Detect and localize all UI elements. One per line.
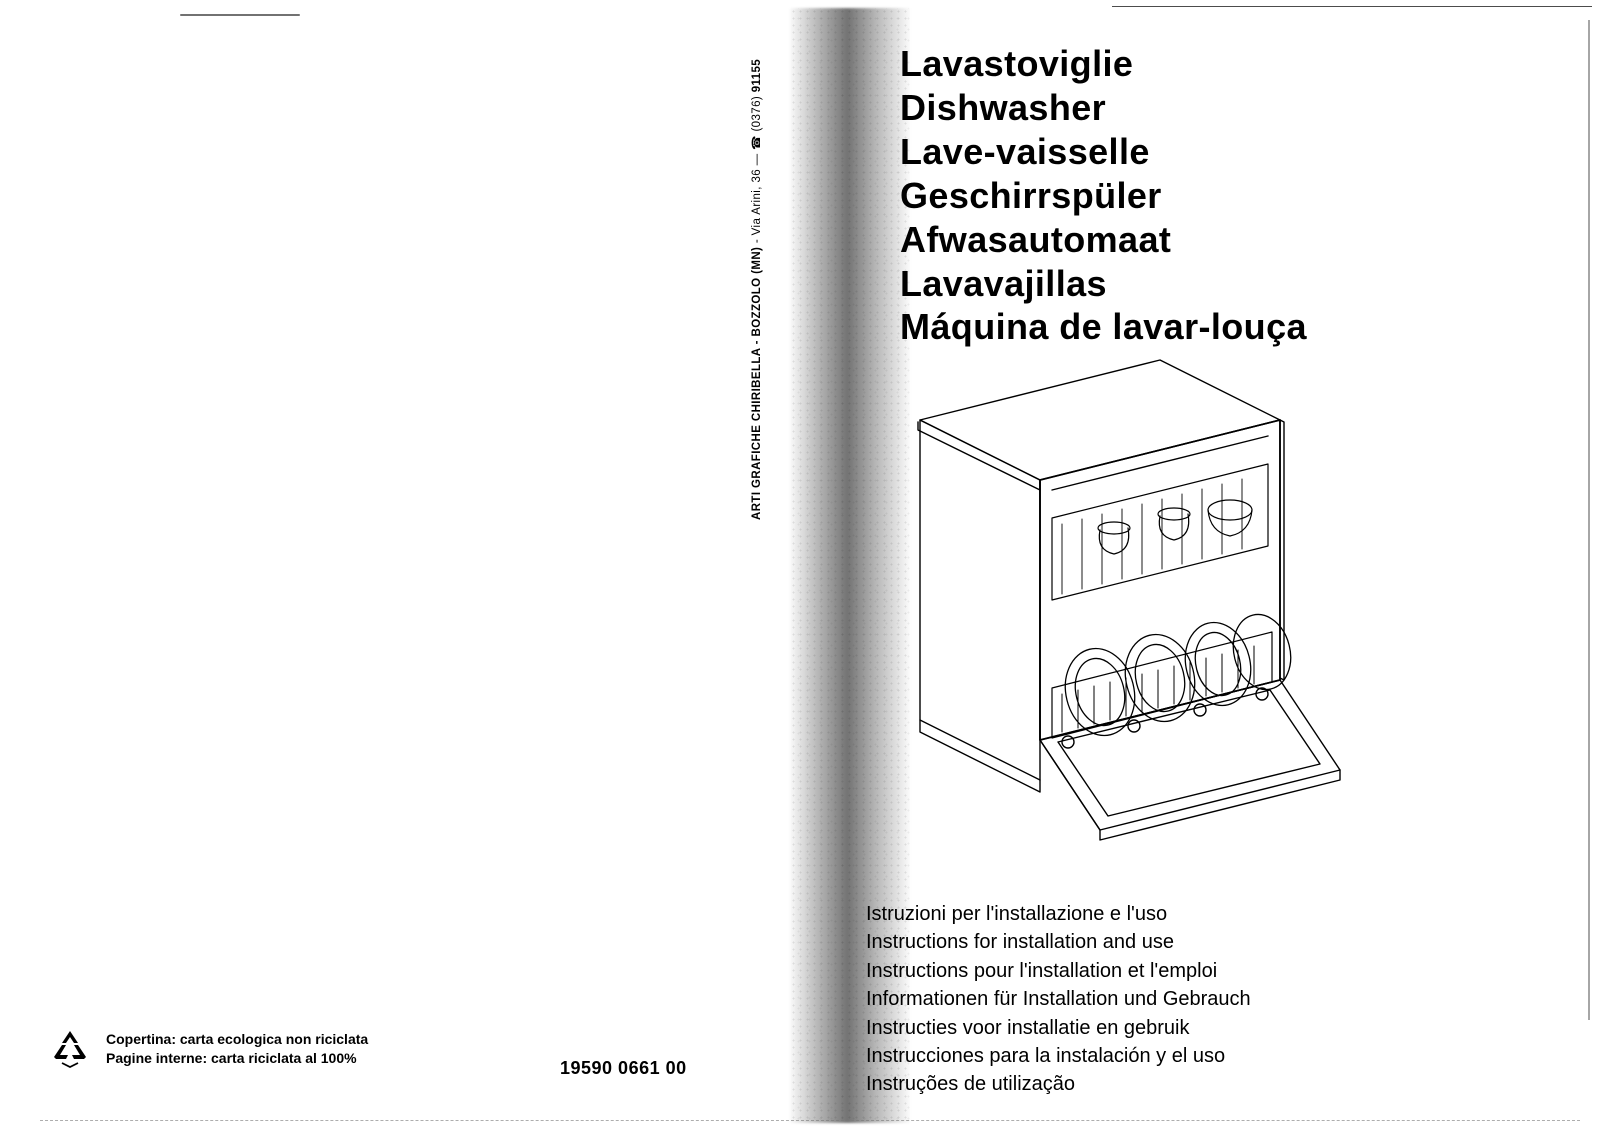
recycle-icon: [48, 1027, 92, 1071]
publication-number: 19590 0661 00: [560, 1058, 687, 1079]
title-de: Geschirrspüler: [900, 174, 1307, 218]
title-en: Dishwasher: [900, 86, 1307, 130]
recycle-line-2: Pagine interne: carta riciclata al 100%: [106, 1049, 368, 1068]
instr-es: Instrucciones para la instalación y el u…: [866, 1042, 1251, 1070]
instr-nl: Instructies voor installatie en gebruik: [866, 1014, 1251, 1042]
recycle-statement: Copertina: carta ecologica non riciclata…: [48, 1027, 368, 1071]
front-cover-page: Lavastoviglie Dishwasher Lave-vaisselle …: [800, 0, 1600, 1131]
printer-credit-name: ARTI GRAFICHE CHIRIBELLA - BOZZOLO (MN): [751, 247, 763, 520]
right-edge-rule: [1588, 20, 1590, 1020]
instr-pt: Instruções de utilização: [866, 1070, 1251, 1098]
instructions-multilang: Istruzioni per l'installazione e l'uso I…: [866, 900, 1251, 1099]
manual-cover-spread: Copertina: carta ecologica non riciclata…: [0, 0, 1600, 1131]
printer-credit-phone: 91155: [751, 59, 763, 92]
title-nl: Afwasautomaat: [900, 218, 1307, 262]
scan-mark-top-right: [1112, 6, 1592, 7]
dishwasher-illustration: [800, 350, 1360, 890]
title-it: Lavastoviglie: [900, 42, 1307, 86]
instr-en: Instructions for installation and use: [866, 928, 1251, 956]
instr-fr: Instructions pour l'installation et l'em…: [866, 957, 1251, 985]
instr-it: Istruzioni per l'installazione e l'uso: [866, 900, 1251, 928]
back-cover-page: Copertina: carta ecologica non riciclata…: [0, 0, 800, 1131]
scan-edge-bottom: [40, 1120, 1580, 1121]
recycle-line-1: Copertina: carta ecologica non riciclata: [106, 1030, 368, 1049]
printer-credit: ARTI GRAFICHE CHIRIBELLA - BOZZOLO (MN) …: [752, 59, 764, 520]
product-title-multilang: Lavastoviglie Dishwasher Lave-vaisselle …: [900, 42, 1307, 349]
scan-mark-top: [180, 14, 300, 16]
recycle-text: Copertina: carta ecologica non riciclata…: [106, 1030, 368, 1068]
printer-credit-mid: - Via Arini, 36 — ☎ (0376): [751, 92, 763, 246]
title-pt: Máquina de lavar-louça: [900, 305, 1307, 349]
title-fr: Lave-vaisselle: [900, 130, 1307, 174]
instr-de: Informationen für Installation und Gebra…: [866, 985, 1251, 1013]
title-es: Lavavajillas: [900, 262, 1307, 306]
